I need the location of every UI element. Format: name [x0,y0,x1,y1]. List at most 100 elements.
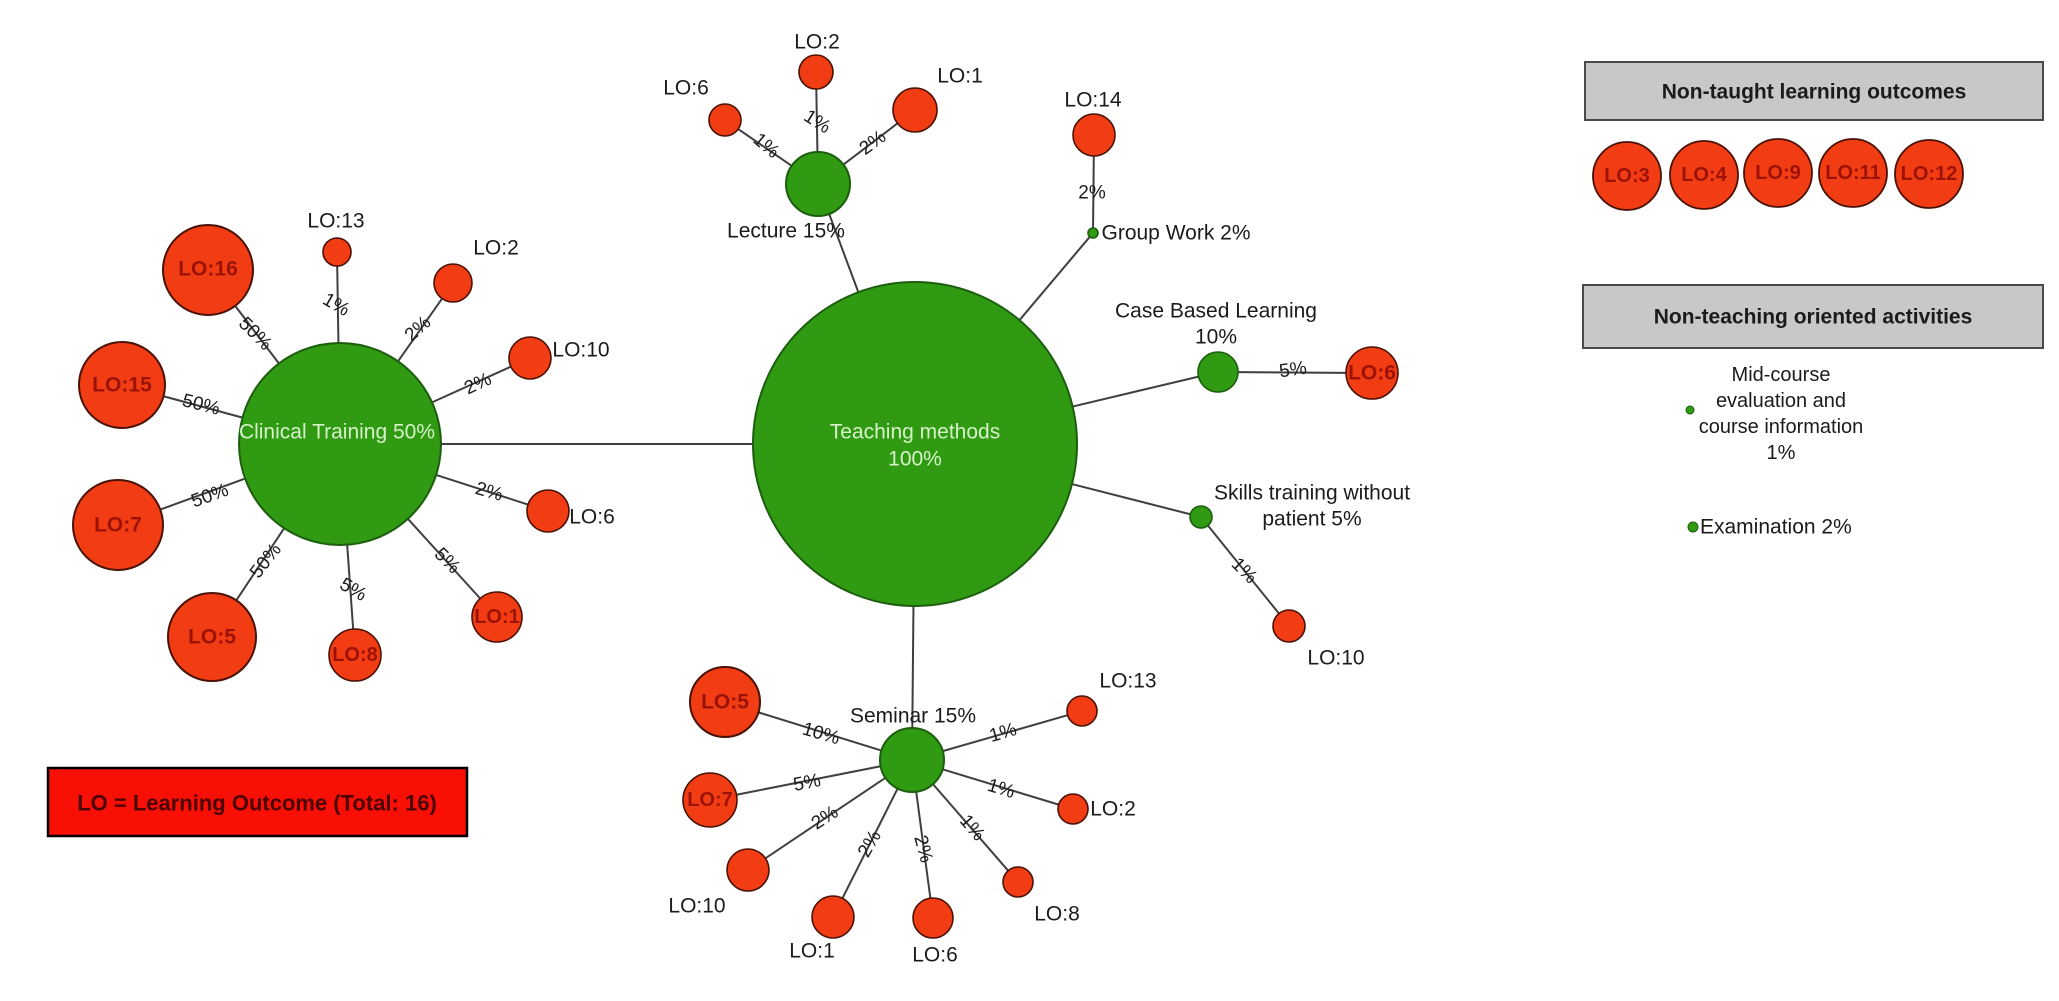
node-label-skills-lo10: LO:10 [1307,647,1364,670]
node-label-lecture-lo6: LO:6 [663,77,709,100]
node-label-teaching-methods-line1: Teaching methods [830,421,1000,444]
edge-label-lecture--lecture-lo6: 1% [749,129,784,163]
legend-dot-examination [1687,521,1699,533]
legend-circle-label-lo11: LO:11 [1825,162,1881,184]
edge-lecture--lecture-lo6 [737,128,793,167]
node-label-teaching-methods-line2: 100% [888,448,942,471]
edge-label-seminar--seminar-lo6: 2% [909,833,936,865]
node-clinical-lo8 [328,628,382,682]
legend-circle-lo12 [1894,139,1964,209]
node-label-seminar: Seminar 15% [850,705,976,728]
node-label-clinical-lo5: LO:5 [188,626,236,649]
legend-circle-label-lo4: LO:4 [1681,164,1727,186]
edge-label-lecture--lecture-lo2: 1% [800,106,835,138]
node-label-seminar-lo6: LO:6 [912,944,958,967]
legend-circle-label-lo9: LO:9 [1755,162,1801,184]
legend-item-examination: Examination 2% [1700,516,1852,539]
edge-clinical-training--clinical-lo6 [435,474,529,506]
edge-seminar--seminar-lo13 [942,714,1068,753]
node-label-case-based-learning-line2: 10% [1195,326,1237,349]
edge-label-group-work--group-work-lo14: 2% [1078,183,1106,204]
node-label-seminar-lo5: LO:5 [701,691,749,714]
edge-lecture--lecture-lo1 [842,122,899,166]
node-lecture-lo6 [708,103,742,137]
node-seminar-lo1 [811,895,855,939]
key-box-label: LO = Learning Outcome (Total: 16) [77,791,437,816]
node-label-lecture-lo1: LO:1 [937,65,983,88]
node-label-clinical-lo15: LO:15 [92,374,152,397]
edge-seminar--seminar-lo8 [932,783,1009,872]
node-seminar-lo8 [1002,866,1034,898]
legend-circle-lo9 [1743,138,1813,208]
node-seminar [879,727,945,793]
node-group-work [1087,227,1099,239]
node-seminar-lo10 [726,848,770,892]
edge-clinical-training--clinical-lo15 [163,395,243,419]
legend-item-mid-course-evaluation-line3: course information [1699,416,1864,438]
node-clinical-lo15 [78,341,166,429]
node-clinical-training [238,342,442,546]
edge-clinical-training--clinical-lo13 [336,265,340,344]
edge-label-lecture--lecture-lo1: 2% [856,126,891,159]
legend-title-non-taught: Non-taught learning outcomes [1662,81,1967,104]
node-clinical-lo1 [471,591,523,643]
node-label-clinical-lo6: LO:6 [569,506,615,529]
legend-circle-lo4 [1669,140,1739,210]
node-clinical-lo6 [526,489,570,533]
edge-seminar--seminar-lo10 [764,776,886,860]
node-label-skills-training-line2: patient 5% [1262,508,1361,531]
edge-label-clinical-training--clinical-lo10: 2% [461,369,495,400]
node-seminar-lo7 [682,772,738,828]
node-label-clinical-lo13: LO:13 [307,210,364,233]
node-label-seminar-lo10: LO:10 [668,895,725,918]
node-case-based-lo6 [1345,346,1399,400]
edge-teaching-methods--case-based-learning [1072,375,1199,408]
legend-item-mid-course-evaluation-line1: Mid-course [1732,364,1831,386]
edge-lecture--lecture-lo2 [815,88,819,153]
nodes-layer [72,54,1399,939]
node-label-seminar-lo13: LO:13 [1099,670,1156,693]
legend-box-non-teaching [1582,284,2044,349]
edge-label-skills-training--skills-lo10: 1% [1227,554,1261,588]
edge-seminar--seminar-lo2 [942,768,1059,806]
edge-label-clinical-training--clinical-lo7: 50% [189,480,232,513]
node-lecture-lo2 [798,54,834,90]
edge-seminar--seminar-lo6 [915,791,932,899]
node-label-clinical-lo2: LO:2 [473,237,519,260]
edge-label-clinical-training--clinical-lo6: 2% [473,478,505,506]
edge-clinical-training--clinical-lo1 [407,518,481,600]
legend-circle-label-lo3: LO:3 [1604,165,1650,187]
edge-teaching-methods--lecture [828,213,860,293]
node-clinical-lo16 [162,224,254,316]
node-seminar-lo2 [1057,793,1089,825]
edge-seminar--seminar-lo1 [841,788,899,899]
node-lecture [785,151,851,217]
node-seminar-lo13 [1066,695,1098,727]
node-label-clinical-lo8: LO:8 [332,644,378,666]
edge-clinical-training--clinical-lo10 [431,365,512,404]
node-label-seminar-lo1: LO:1 [789,940,835,963]
node-label-case-based-learning-line1: Case Based Learning [1115,300,1317,323]
legend-circle-lo3 [1592,141,1662,211]
node-clinical-lo5 [167,592,257,682]
edge-label-seminar--seminar-lo10: 2% [808,802,843,835]
legend-circle-label-lo12: LO:12 [1901,163,1958,185]
node-label-clinical-lo10: LO:10 [552,339,609,362]
legend-layer: Non-taught learning outcomes LO:3 LO:4 LO:9… [1582,61,2044,539]
edge-clinical-training--clinical-lo2 [397,297,443,362]
edge-label-clinical-training--clinical-lo15: 50% [180,390,222,420]
node-label-lecture-lo2: LO:2 [794,31,840,54]
node-skills-lo10 [1272,609,1306,643]
node-label-group-work-lo14: LO:14 [1064,89,1122,112]
edge-label-seminar--seminar-lo7: 5% [792,770,823,796]
node-label-seminar-lo7: LO:7 [687,789,733,811]
legend-circle-lo11 [1818,138,1888,208]
edge-case-based-learning--case-based-lo6 [1237,371,1347,374]
edge-seminar--seminar-lo7 [736,765,881,796]
node-seminar-lo5 [689,666,761,738]
node-label-clinical-lo16: LO:16 [178,258,238,281]
node-label-skills-training-line1: Skills training without [1214,482,1410,505]
node-label-clinical-training: Clinical Training 50% [239,421,435,444]
node-label-group-work: Group Work 2% [1102,222,1251,245]
